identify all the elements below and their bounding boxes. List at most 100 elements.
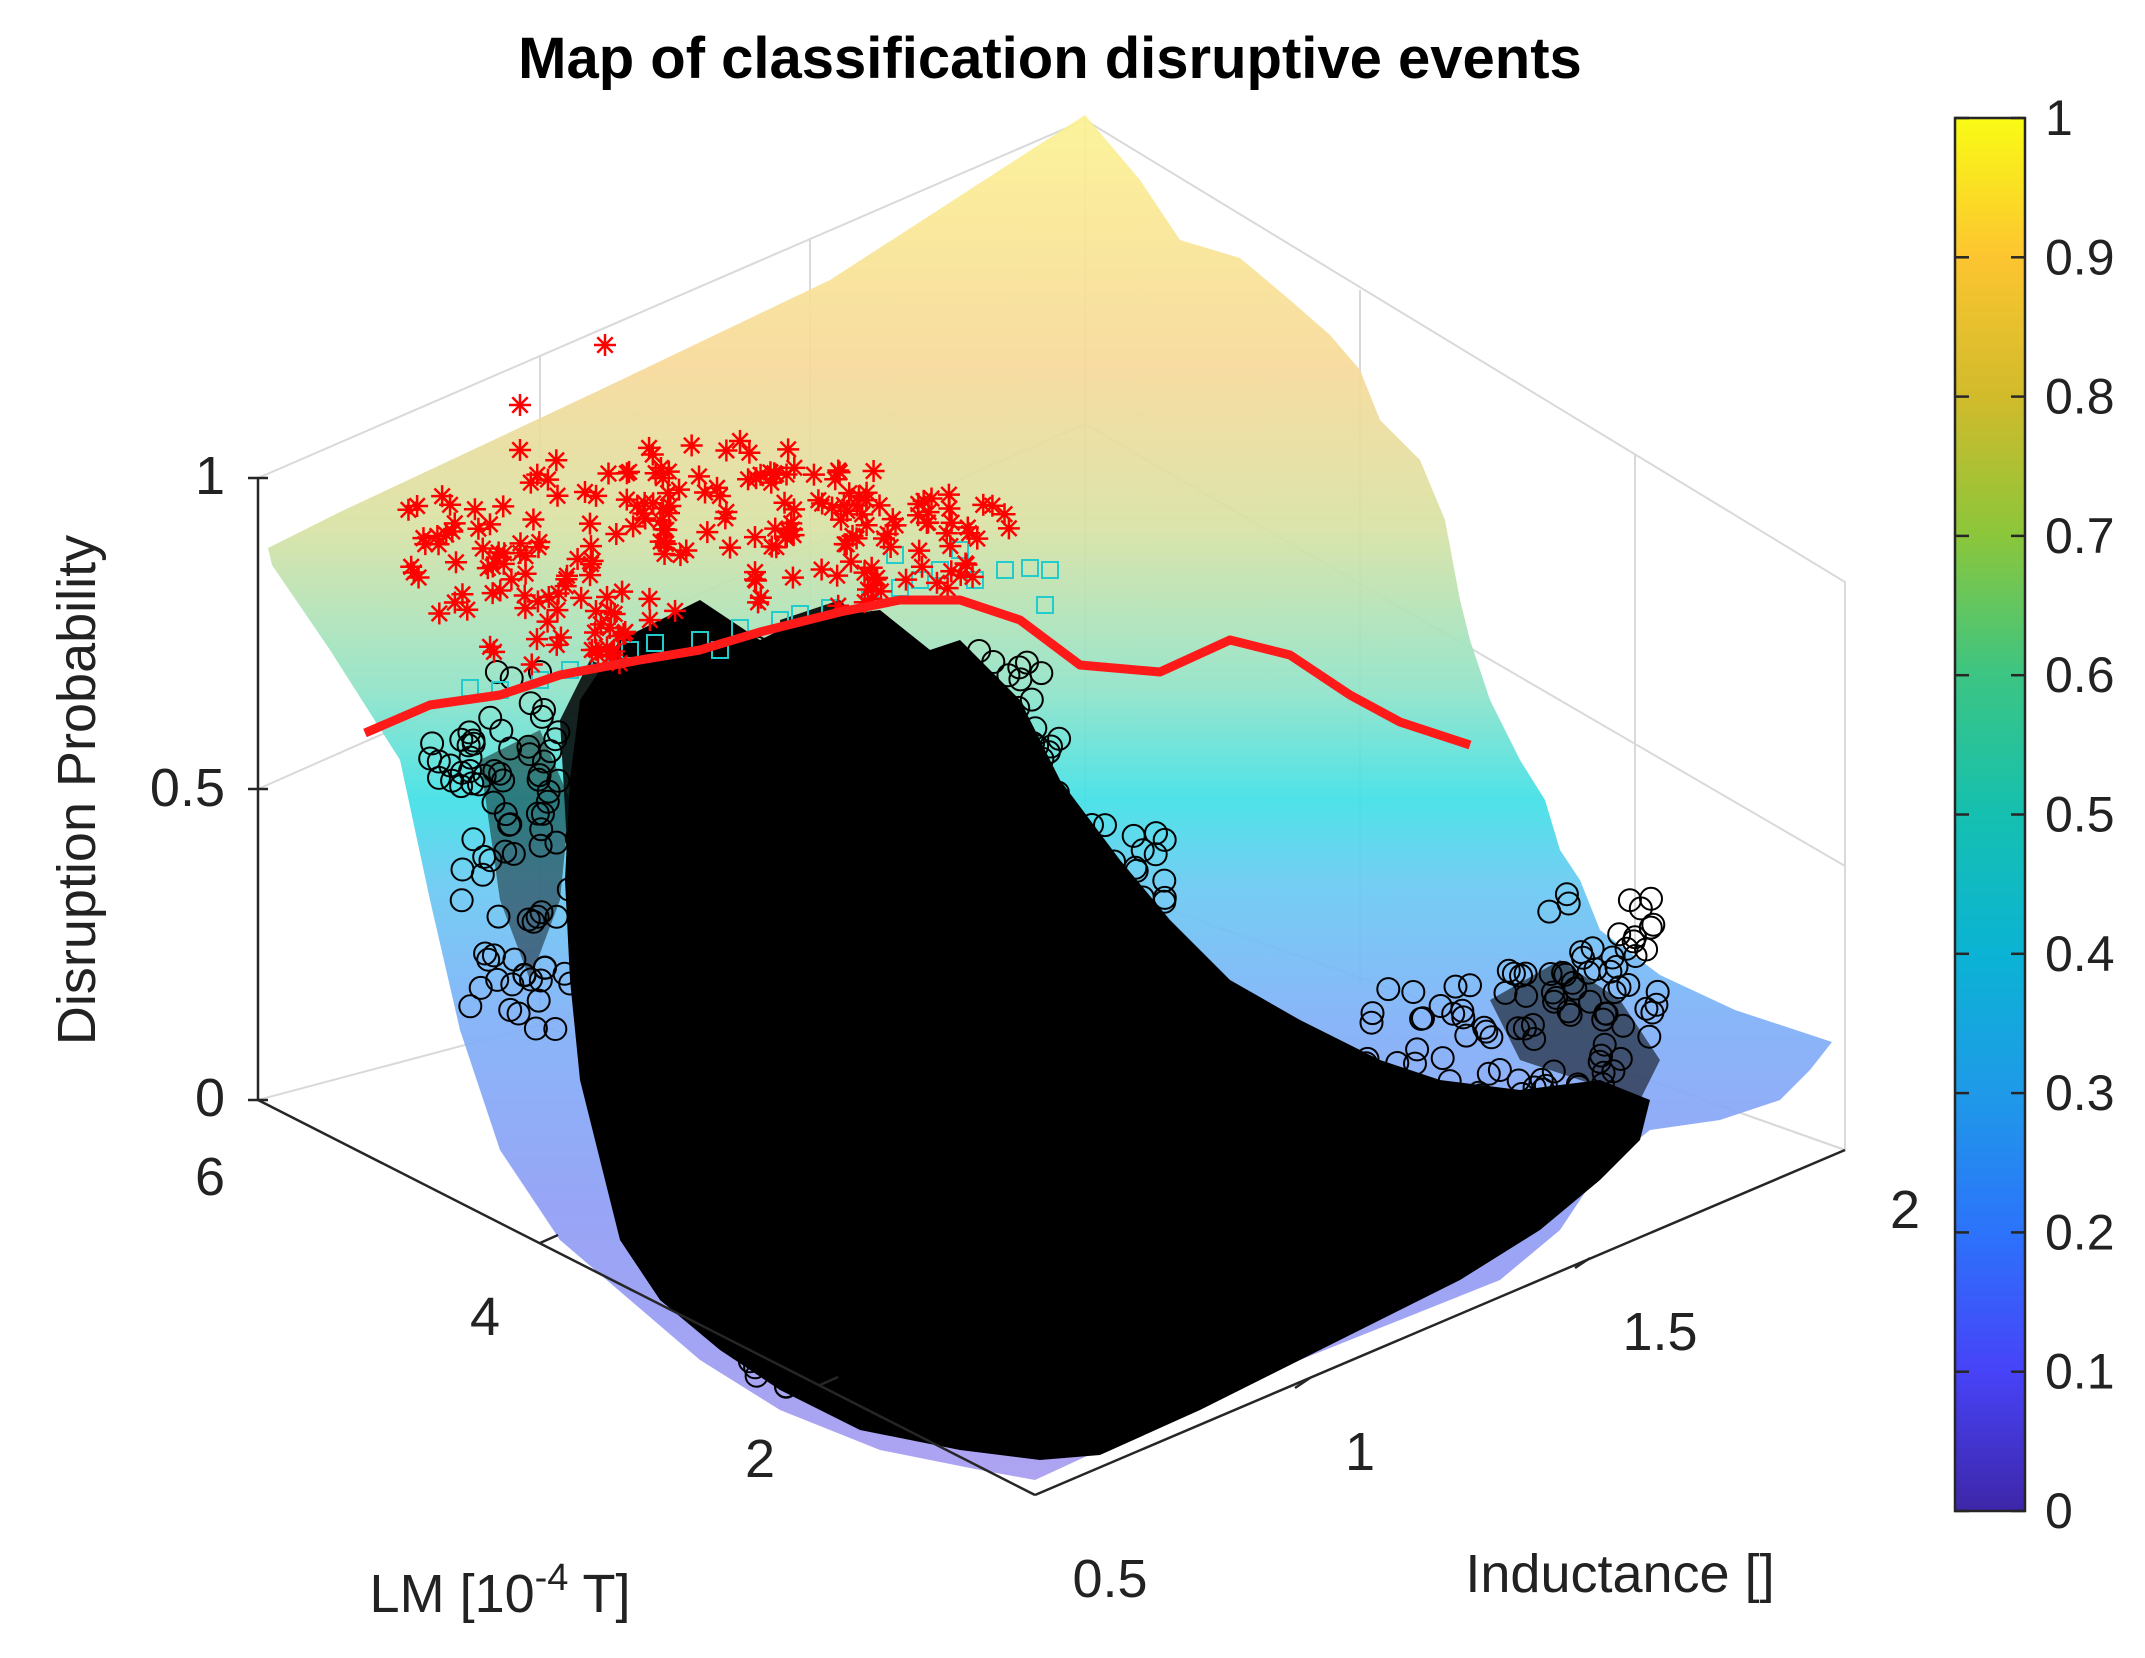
non-disruptive-point [1462, 1185, 1487, 1210]
disruptive-point [764, 517, 787, 540]
non-disruptive-point [743, 1355, 768, 1380]
disruptive-point [522, 508, 545, 531]
non-disruptive-point [767, 1279, 792, 1304]
non-disruptive-point [715, 754, 740, 779]
chart-title: Map of classification disruptive events [518, 26, 1582, 91]
disruptive-point [680, 434, 703, 457]
non-disruptive-point [1152, 889, 1177, 914]
disruptive-point [652, 518, 675, 541]
non-disruptive-point [685, 742, 710, 767]
non-disruptive-point [985, 788, 1010, 813]
non-disruptive-point [1152, 827, 1177, 852]
non-disruptive-point [558, 971, 583, 996]
non-disruptive-point [1616, 973, 1641, 997]
non-disruptive-point [527, 763, 552, 788]
non-disruptive-point [516, 734, 541, 759]
non-disruptive-point [1538, 962, 1563, 986]
non-disruptive-point [1022, 808, 1047, 833]
non-disruptive-point [516, 907, 541, 932]
disruptive-point [476, 557, 499, 580]
x-tick-label: 0.5 [1072, 1549, 1147, 1609]
disruptive-point [584, 600, 607, 623]
z-tick-label: 0.5 [150, 758, 225, 818]
non-disruptive-point [1118, 884, 1143, 909]
disruptive-point [872, 527, 895, 550]
non-disruptive-point [1320, 1187, 1345, 1212]
non-disruptive-point [744, 1363, 769, 1388]
non-disruptive-point [677, 718, 702, 743]
disruptive-point [802, 463, 825, 486]
disruptive-point [514, 562, 537, 585]
colorbar-tick-label: 0.8 [2045, 369, 2115, 425]
non-disruptive-point [1405, 1158, 1430, 1183]
disruptive-point [654, 532, 677, 555]
non-disruptive-point [1310, 1040, 1335, 1065]
non-disruptive-point [1028, 815, 1053, 840]
non-disruptive-point [1443, 974, 1468, 999]
non-disruptive-point [1403, 1051, 1427, 1076]
non-disruptive-point [737, 806, 762, 831]
disruptive-point [860, 556, 883, 579]
non-disruptive-point [1540, 1091, 1565, 1116]
colorbar-tick-label: 0.4 [2045, 926, 2115, 982]
non-disruptive-point [420, 731, 445, 756]
non-disruptive-point [1068, 911, 1093, 936]
non-disruptive-point [458, 994, 483, 1019]
z-tick-label: 0 [195, 1068, 225, 1128]
non-disruptive-point [846, 1335, 871, 1360]
disruptive-point [881, 508, 904, 531]
non-disruptive-point [1520, 1013, 1545, 1037]
non-disruptive-point [1009, 728, 1034, 753]
non-disruptive-point [1544, 985, 1569, 1010]
non-disruptive-point [1093, 813, 1117, 838]
y-axis-label-main: LM [10 [370, 1564, 535, 1624]
disruptive-point [536, 468, 559, 491]
non-disruptive-point [941, 1373, 966, 1398]
non-disruptive-point [1591, 1060, 1616, 1085]
non-disruptive-point [1252, 1111, 1277, 1136]
non-disruptive-point [1349, 1052, 1374, 1077]
non-disruptive-point [934, 793, 959, 817]
disruptive-point [638, 609, 661, 632]
non-disruptive-point [732, 1271, 757, 1296]
non-disruptive-point [1020, 851, 1045, 876]
disruptive-point [940, 511, 963, 534]
disruptive-point [525, 628, 548, 651]
disruptive-point [546, 484, 569, 507]
non-disruptive-point [1644, 992, 1669, 1017]
disruptive-point [961, 565, 984, 588]
non-disruptive-point [1321, 1125, 1346, 1150]
non-disruptive-point [449, 888, 474, 913]
asterisk-markers [397, 334, 1020, 676]
x-tick-label: 2 [1890, 1180, 1920, 1240]
non-disruptive-point [1309, 1160, 1334, 1185]
non-disruptive-point [1335, 1048, 1360, 1073]
non-disruptive-point [532, 749, 556, 774]
non-disruptive-point [938, 1333, 963, 1358]
non-disruptive-point [1316, 1113, 1341, 1138]
non-disruptive-point [525, 904, 550, 929]
non-disruptive-point [1371, 1184, 1396, 1209]
non-disruptive-point [1377, 1197, 1402, 1222]
non-disruptive-point [680, 732, 705, 757]
non-disruptive-point [1593, 1001, 1618, 1026]
disruptive-point [862, 573, 885, 596]
disruptive-point [412, 527, 435, 550]
disruptive-point [744, 569, 767, 592]
non-disruptive-point [1376, 977, 1401, 1002]
disruptive-point [939, 535, 962, 558]
non-disruptive-point [1476, 1061, 1501, 1086]
disruptive-point [938, 497, 961, 520]
non-disruptive-point [1542, 989, 1567, 1014]
non-disruptive-point [567, 835, 592, 860]
disruptive-point [471, 537, 494, 560]
non-disruptive-point [940, 853, 965, 878]
non-disruptive-point [856, 1302, 881, 1327]
x-tick-label: 1 [1345, 1422, 1375, 1482]
non-disruptive-point [931, 823, 956, 848]
non-disruptive-point [1003, 853, 1028, 878]
non-disruptive-point [449, 727, 474, 752]
disruptive-point [519, 471, 542, 494]
non-disruptive-point [774, 1374, 799, 1399]
